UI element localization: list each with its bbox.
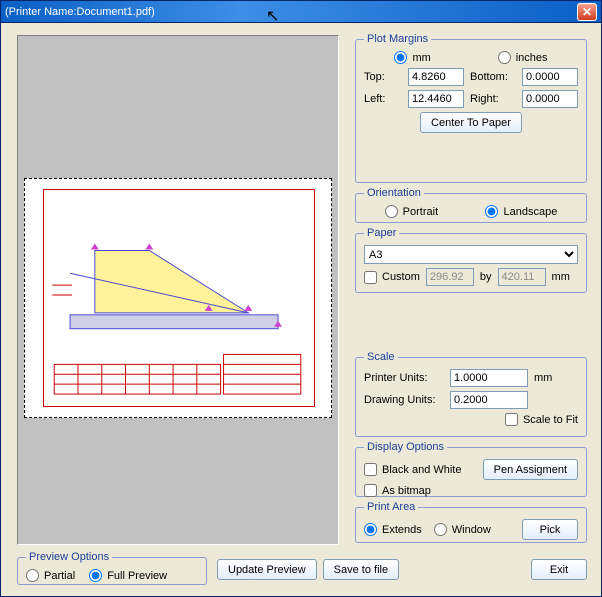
plot-margins-group: Plot Margins mm inches Top: Bottom: Left… (355, 33, 587, 183)
scale-legend: Scale (364, 351, 398, 363)
display-options-legend: Display Options (364, 441, 447, 453)
scale-group: Scale Printer Units: mm Drawing Units: S… (355, 351, 587, 437)
drawing-frame (43, 189, 315, 407)
window-title: (Printer Name:Document1.pdf) (5, 6, 577, 18)
paper-extent (24, 178, 332, 418)
unit-inches-radio[interactable]: inches (498, 51, 548, 64)
top-label: Top: (364, 71, 402, 83)
plot-margins-legend: Plot Margins (364, 33, 431, 45)
titlebar[interactable]: (Printer Name:Document1.pdf) ✕ ↖ (1, 1, 601, 23)
paper-h-input (498, 268, 546, 286)
paper-group: Paper A3 Custom by mm (355, 227, 587, 293)
portrait-radio[interactable]: Portrait (385, 205, 438, 218)
save-to-file-button[interactable]: Save to file (323, 559, 399, 580)
landscape-radio[interactable]: Landscape (485, 205, 557, 218)
print-area-legend: Print Area (364, 501, 418, 513)
right-label: Right: (470, 93, 516, 105)
printer-units-input[interactable] (450, 369, 528, 387)
drawing-svg (50, 196, 308, 400)
paper-w-input (426, 268, 474, 286)
margin-bottom-input[interactable] (522, 68, 578, 86)
unit-mm-radio[interactable]: mm (394, 51, 430, 64)
margin-top-input[interactable] (408, 68, 464, 86)
window-radio[interactable]: Window (434, 523, 491, 536)
margin-left-input[interactable] (408, 90, 464, 108)
partial-radio[interactable]: Partial (26, 569, 75, 582)
print-area-group: Print Area Extends Window Pick (355, 501, 587, 543)
orientation-legend: Orientation (364, 187, 424, 199)
custom-paper-check[interactable]: Custom (364, 271, 420, 284)
bw-check[interactable]: Black and White (364, 463, 461, 476)
full-preview-radio[interactable]: Full Preview (89, 569, 167, 582)
bitmap-check[interactable]: As bitmap (364, 484, 431, 497)
by-label: by (480, 271, 492, 283)
extends-radio[interactable]: Extends (364, 523, 422, 536)
center-to-paper-button[interactable]: Center To Paper (420, 112, 522, 133)
pick-button[interactable]: Pick (522, 519, 578, 540)
close-button[interactable]: ✕ (577, 3, 597, 21)
print-dialog: (Printer Name:Document1.pdf) ✕ ↖ (0, 0, 602, 597)
preview-options-group: Preview Options Partial Full Preview (17, 551, 207, 585)
margin-right-input[interactable] (522, 90, 578, 108)
orientation-group: Orientation Portrait Landscape (355, 187, 587, 223)
printer-units-label: Printer Units: (364, 372, 444, 384)
pen-assignment-button[interactable]: Pen Assigment (483, 459, 578, 480)
drawing-units-input[interactable] (450, 391, 528, 409)
update-preview-button[interactable]: Update Preview (217, 559, 317, 580)
drawing-preview (50, 196, 308, 400)
client-area: Plot Margins mm inches Top: Bottom: Left… (7, 29, 595, 590)
paper-size-select[interactable]: A3 (364, 245, 578, 264)
preview-options-legend: Preview Options (26, 551, 112, 563)
paper-legend: Paper (364, 227, 399, 239)
left-label: Left: (364, 93, 402, 105)
exit-button[interactable]: Exit (531, 559, 587, 580)
dialog-buttons: Update Preview Save to file Exit (217, 559, 587, 580)
display-options-group: Display Options Black and White Pen Assi… (355, 441, 587, 497)
preview-pane (17, 35, 339, 545)
bottom-label: Bottom: (470, 71, 516, 83)
scale-to-fit-check[interactable]: Scale to Fit (505, 413, 578, 426)
paper-unit-label: mm (552, 271, 570, 283)
drawing-units-label: Drawing Units: (364, 394, 444, 406)
printer-units-unit: mm (534, 372, 552, 384)
